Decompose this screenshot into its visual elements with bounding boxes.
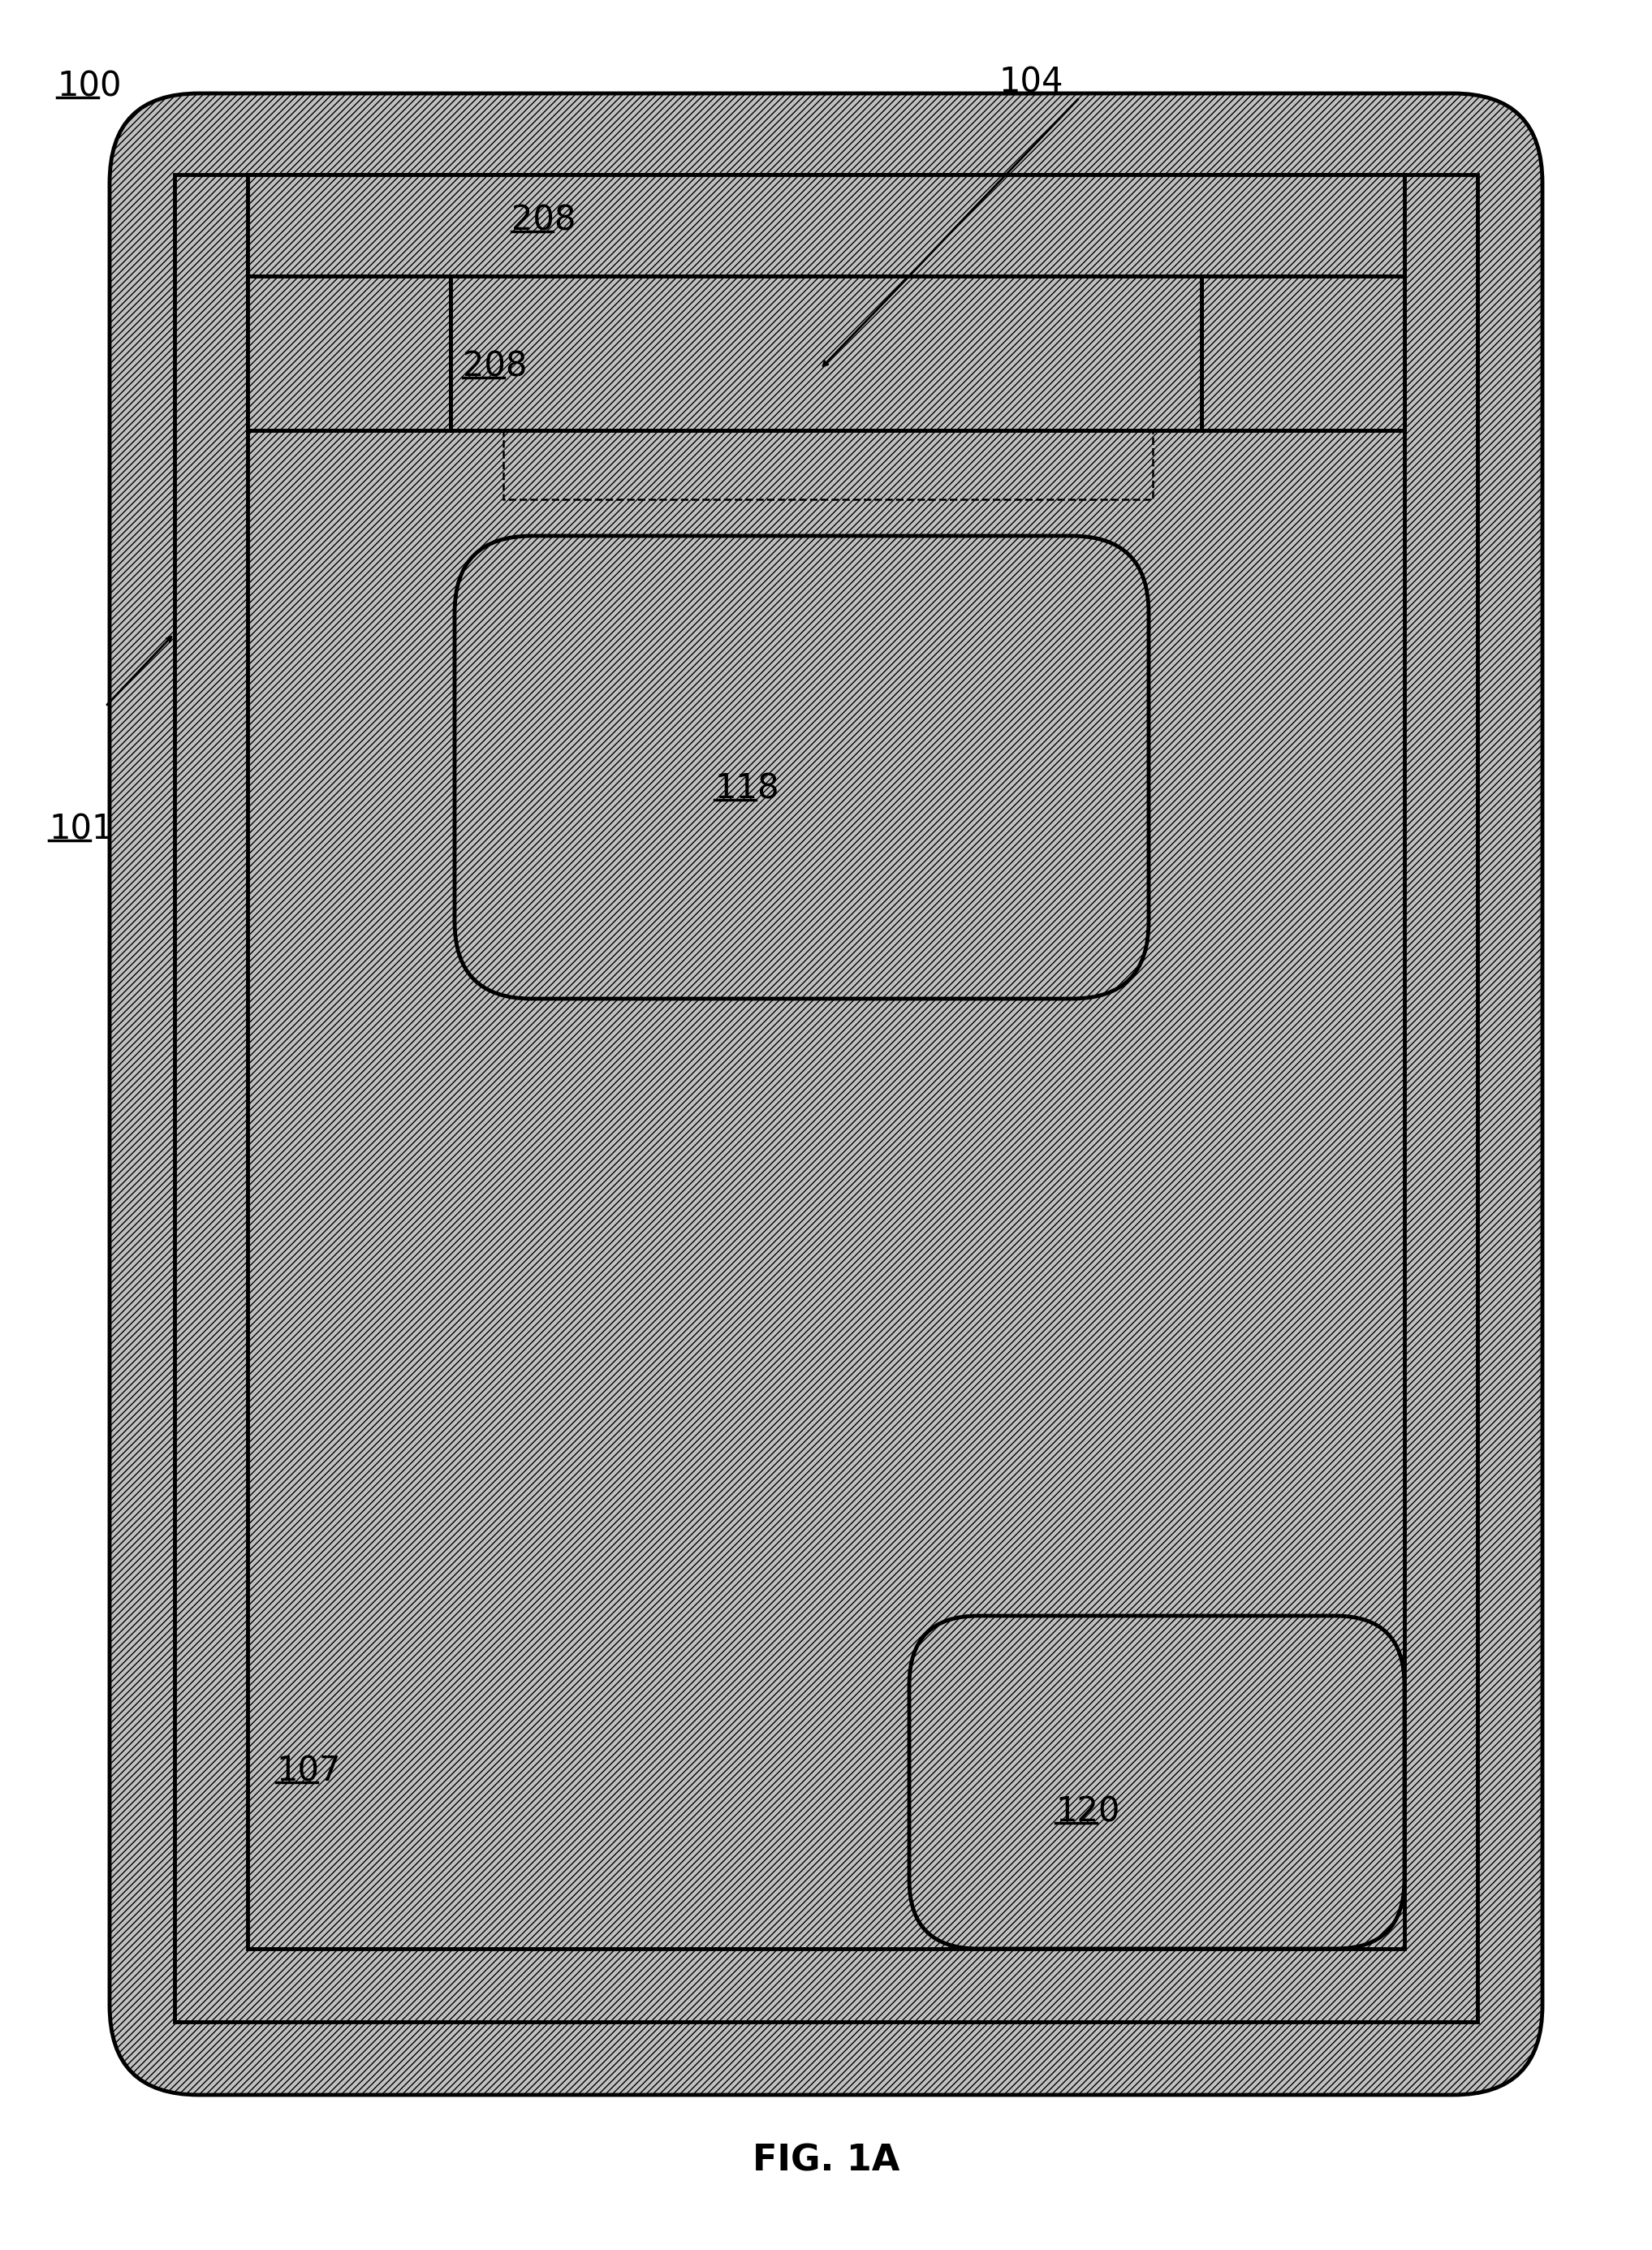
FancyBboxPatch shape	[109, 95, 1543, 2095]
Text: 104: 104	[998, 65, 1062, 99]
Bar	[248, 277, 451, 430]
Text: 208: 208	[512, 202, 577, 236]
Bar	[175, 176, 1477, 2023]
Bar	[504, 430, 1153, 499]
Bar	[1201, 277, 1404, 430]
Text: 118: 118	[714, 772, 780, 806]
Text: FIG. 1A: FIG. 1A	[752, 2144, 900, 2178]
Text: 101: 101	[48, 812, 114, 846]
Bar	[248, 176, 1404, 277]
FancyBboxPatch shape	[909, 1616, 1404, 1949]
Bar	[248, 252, 1404, 1948]
Text: 107: 107	[276, 1755, 340, 1789]
Text: 208: 208	[463, 349, 527, 383]
FancyBboxPatch shape	[454, 536, 1148, 999]
Bar	[451, 277, 1201, 430]
Text: 100: 100	[56, 70, 121, 104]
Text: 120: 120	[1056, 1796, 1120, 1829]
